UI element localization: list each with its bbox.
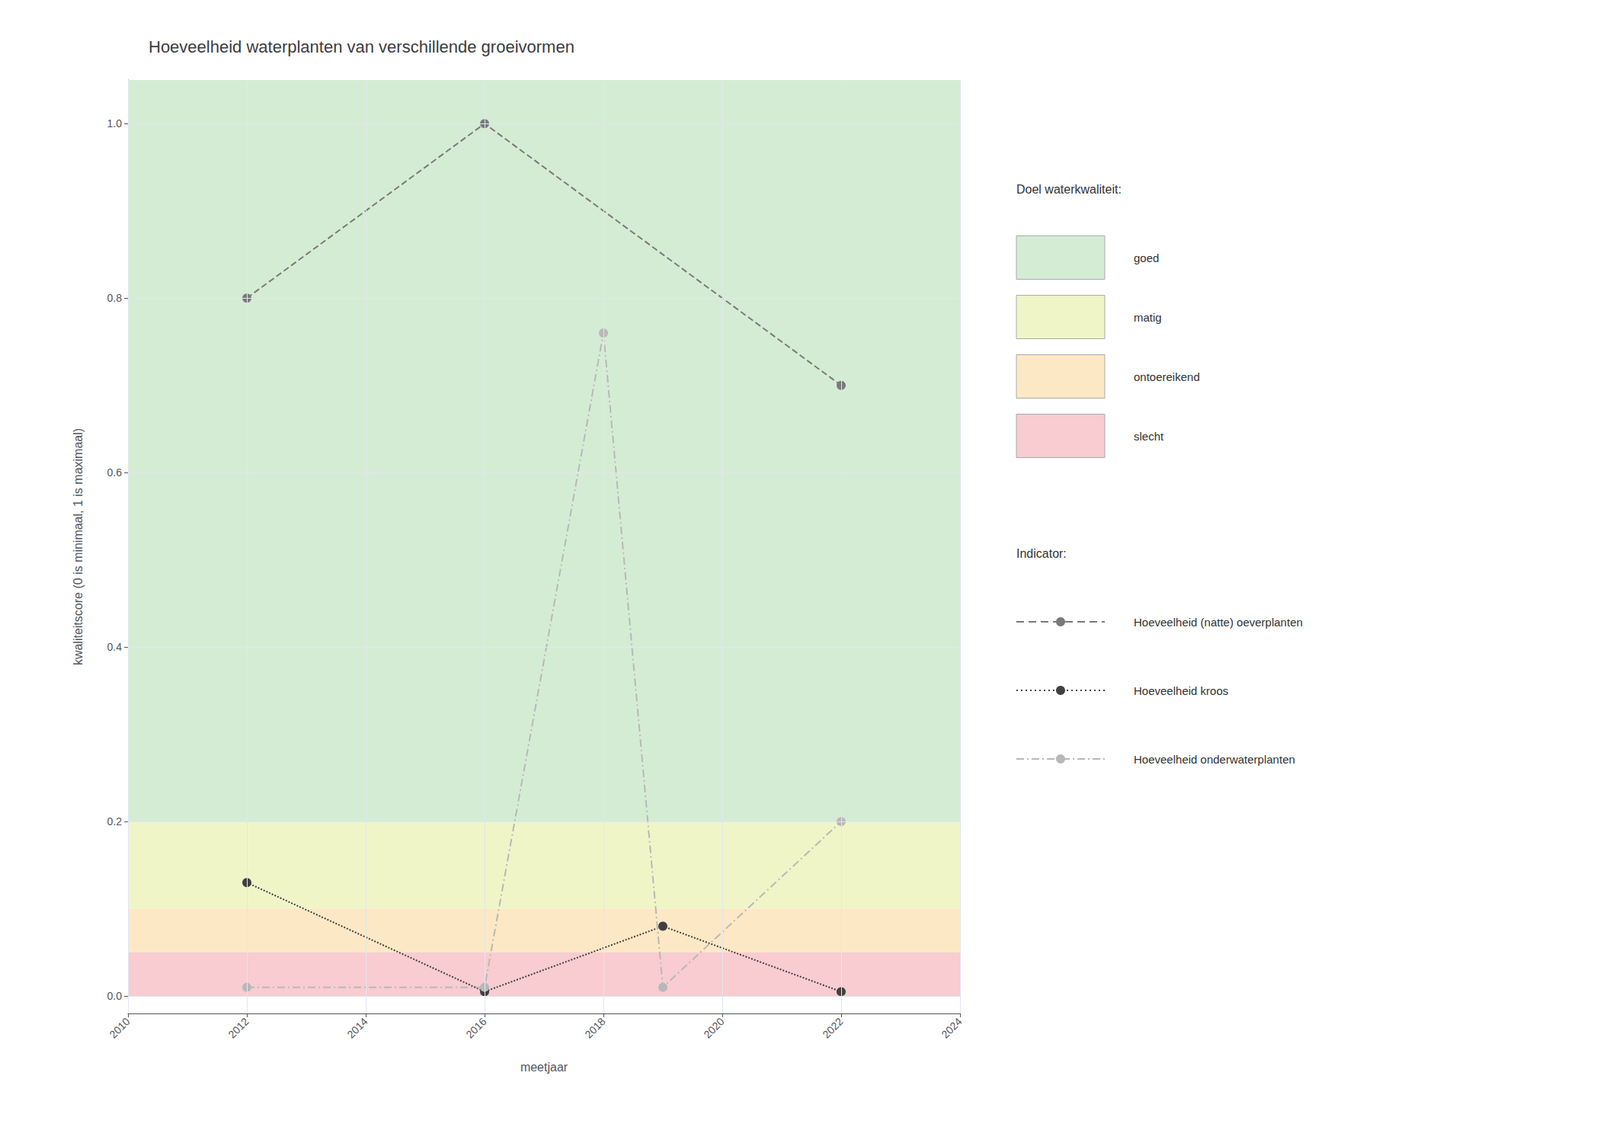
svg-text:2022: 2022 (819, 1014, 845, 1040)
svg-text:1.0: 1.0 (107, 117, 123, 130)
svg-text:0.8: 0.8 (107, 291, 123, 304)
svg-text:2012: 2012 (225, 1014, 251, 1040)
svg-text:goed: goed (1133, 251, 1159, 265)
svg-text:Hoeveelheid (natte) oeverplant: Hoeveelheid (natte) oeverplanten (1133, 615, 1303, 629)
svg-text:meetjaar: meetjaar (520, 1060, 569, 1074)
svg-text:kwaliteitscore (0 is minimaal,: kwaliteitscore (0 is minimaal, 1 is maxi… (71, 428, 85, 666)
svg-text:0.2: 0.2 (107, 815, 123, 828)
svg-text:Doel waterkwaliteit:: Doel waterkwaliteit: (1016, 182, 1122, 196)
svg-text:0.6: 0.6 (107, 466, 123, 479)
svg-text:2024: 2024 (938, 1014, 964, 1040)
svg-text:Hoeveelheid waterplanten van v: Hoeveelheid waterplanten van verschillen… (148, 37, 575, 57)
svg-text:Indicator:: Indicator: (1016, 547, 1067, 560)
svg-text:slecht: slecht (1133, 429, 1165, 443)
svg-text:2020: 2020 (700, 1014, 727, 1040)
svg-text:2016: 2016 (463, 1014, 489, 1040)
svg-text:Hoeveelheid kroos: Hoeveelheid kroos (1133, 684, 1229, 698)
svg-text:matig: matig (1133, 310, 1162, 324)
svg-text:Hoeveelheid onderwaterplanten: Hoeveelheid onderwaterplanten (1133, 752, 1296, 766)
svg-text:2010: 2010 (106, 1014, 132, 1040)
svg-text:2014: 2014 (344, 1014, 370, 1040)
svg-text:0.4: 0.4 (107, 640, 123, 653)
svg-text:0.0: 0.0 (107, 989, 123, 1002)
svg-text:ontoereikend: ontoereikend (1133, 370, 1200, 384)
svg-text:2018: 2018 (582, 1014, 608, 1040)
